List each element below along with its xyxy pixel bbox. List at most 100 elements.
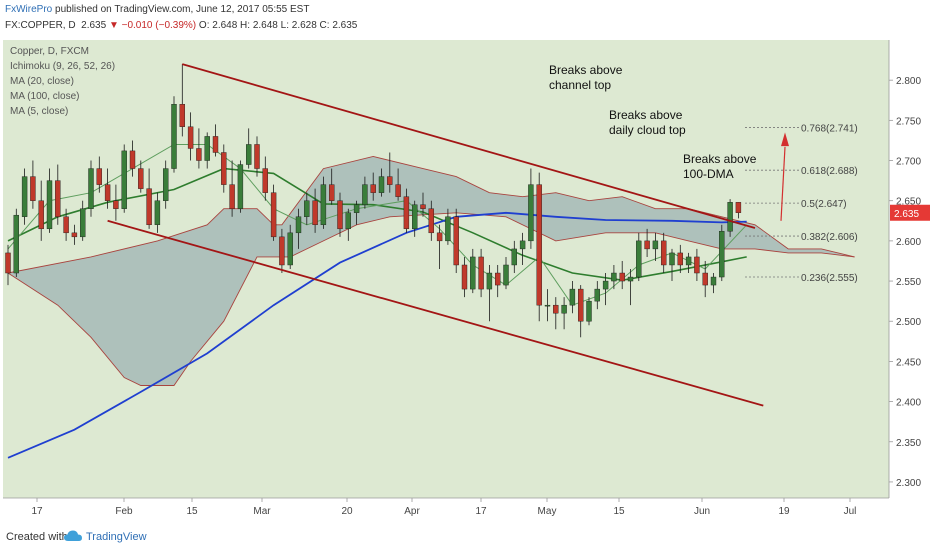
candle-bearish [387,176,393,185]
copper-chart[interactable]: 0.768(2.741) 0.618(2.688) 0.5(2.647) 0.382(… [0,40,932,520]
candle-bearish [337,200,343,230]
candle-bearish [138,168,144,189]
candle-bearish [395,184,401,197]
candle-bearish [113,200,119,209]
x-tick-label: 17 [475,506,487,517]
x-tick-label: May [538,506,557,517]
candle-bearish [495,272,501,286]
candle-bearish [453,216,459,266]
fib-label: 0.382(2.606) [801,232,858,243]
candles [5,64,742,338]
candle-bearish [187,126,194,149]
fib-label: 0.5(2.647) [801,199,847,210]
y-tick-label: 2.300 [896,478,921,489]
candle-bullish [719,231,725,278]
candle-bullish [121,150,127,209]
candle-bearish [229,184,235,209]
candle-bullish [13,214,20,274]
candle-bearish [63,216,69,234]
x-tick-label: 15 [613,506,625,517]
candle-bearish [146,188,152,226]
ma20-line [7,167,747,282]
candle-bullish [345,212,351,230]
candle-bullish [710,276,717,286]
candle-bearish [5,252,11,274]
ichimoku-cloud [7,156,855,386]
y-tick-label: 2.600 [896,237,921,248]
candle-bullish [353,204,360,213]
x-tick-label: 17 [31,506,43,517]
candle-bearish [644,240,650,250]
candle-bearish [436,232,443,242]
annotation-text: channel top [549,78,611,92]
candle-bullish [362,184,368,205]
candle-bullish [204,136,210,161]
candle-bullish [320,184,327,226]
annotation-text: daily cloud top [609,123,686,137]
y-tick-label: 2.350 [896,438,921,449]
candle-bearish [536,184,542,306]
last-price-tag: 2.635 [890,204,930,221]
candle-bullish [528,184,534,242]
candle-bullish [21,176,28,217]
chart-header: FxWirePro published on TradingView.com, … [0,0,932,40]
candle-bullish [669,252,675,266]
ohlc-values: O: 2.648 H: 2.648 L: 2.628 C: 2.635 [198,20,358,31]
annotation-text: 100-DMA [683,167,734,181]
x-tick-label: Apr [404,506,420,517]
candle-bullish [544,304,551,307]
candle-bullish [237,164,244,209]
x-tick-label: Jun [694,506,710,517]
indicator-legend: Copper, D, FXCM Ichimoku (9, 26, 52, 26) M… [10,46,115,117]
candle-bearish [329,184,335,201]
candle-bullish [162,168,169,201]
candle-bearish [270,192,277,238]
candle-bearish [212,136,219,153]
candle-bullish [88,168,94,209]
y-tick-label: 2.700 [896,157,921,168]
candle-bullish [287,232,293,266]
indicator-legend-item: Ichimoku (9, 26, 52, 26) [10,61,115,72]
cloud-lower-line [7,212,855,386]
candle-bullish [503,264,509,286]
candle-bearish [578,288,584,322]
candle-bullish [727,202,733,232]
cloud-fill [8,156,855,386]
candle-bearish [129,150,136,169]
publisher-name[interactable]: FxWirePro [5,4,53,15]
y-axis-ticks: 2.300 2.350 2.400 2.450 2.500 2.550 2.600 2.650… [889,76,921,489]
fib-label: 0.236(2.555) [801,273,858,284]
candle-bearish [370,184,376,193]
candle-bearish [403,196,410,230]
candle-bearish [478,256,484,290]
annotation-text: Breaks above [549,63,623,77]
candle-bearish [694,256,700,274]
candle-bullish [171,104,177,169]
candle-bearish [661,240,667,266]
tradingview-brand[interactable]: TradingView [86,531,147,543]
x-tick-label: Feb [115,506,133,517]
candle-bullish [46,180,53,230]
breakout-arrow-shaft [780,146,786,221]
tradingview-cloud-icon [64,530,82,545]
candle-bearish [553,304,559,314]
candle-bearish [312,200,318,226]
x-tick-label: 19 [778,506,790,517]
candle-bearish [254,144,260,169]
chart-area[interactable]: 0.768(2.741) 0.618(2.688) 0.5(2.647) 0.382(… [0,40,932,520]
ohlc-line: FX:COPPER, D 2.635 ▼ −0.010 (−0.39%) O: … [5,20,357,31]
y-tick-label: 2.400 [896,398,921,409]
price-tag-box [890,204,930,221]
candle-bullish [486,272,493,290]
x-tick-label: 15 [186,506,198,517]
price-tag-label: 2.635 [894,209,919,220]
symbol-legend: Copper, D, FXCM [10,46,89,57]
footer: Created with TradingView [0,524,932,550]
y-tick-label: 2.450 [896,357,921,368]
candle-bullish [412,204,418,230]
y-tick-label: 2.800 [896,76,921,87]
x-tick-label: Jul [844,506,857,517]
candle-bearish [30,176,36,201]
candle-bullish [586,300,592,322]
x-tick-label: Mar [253,506,271,517]
